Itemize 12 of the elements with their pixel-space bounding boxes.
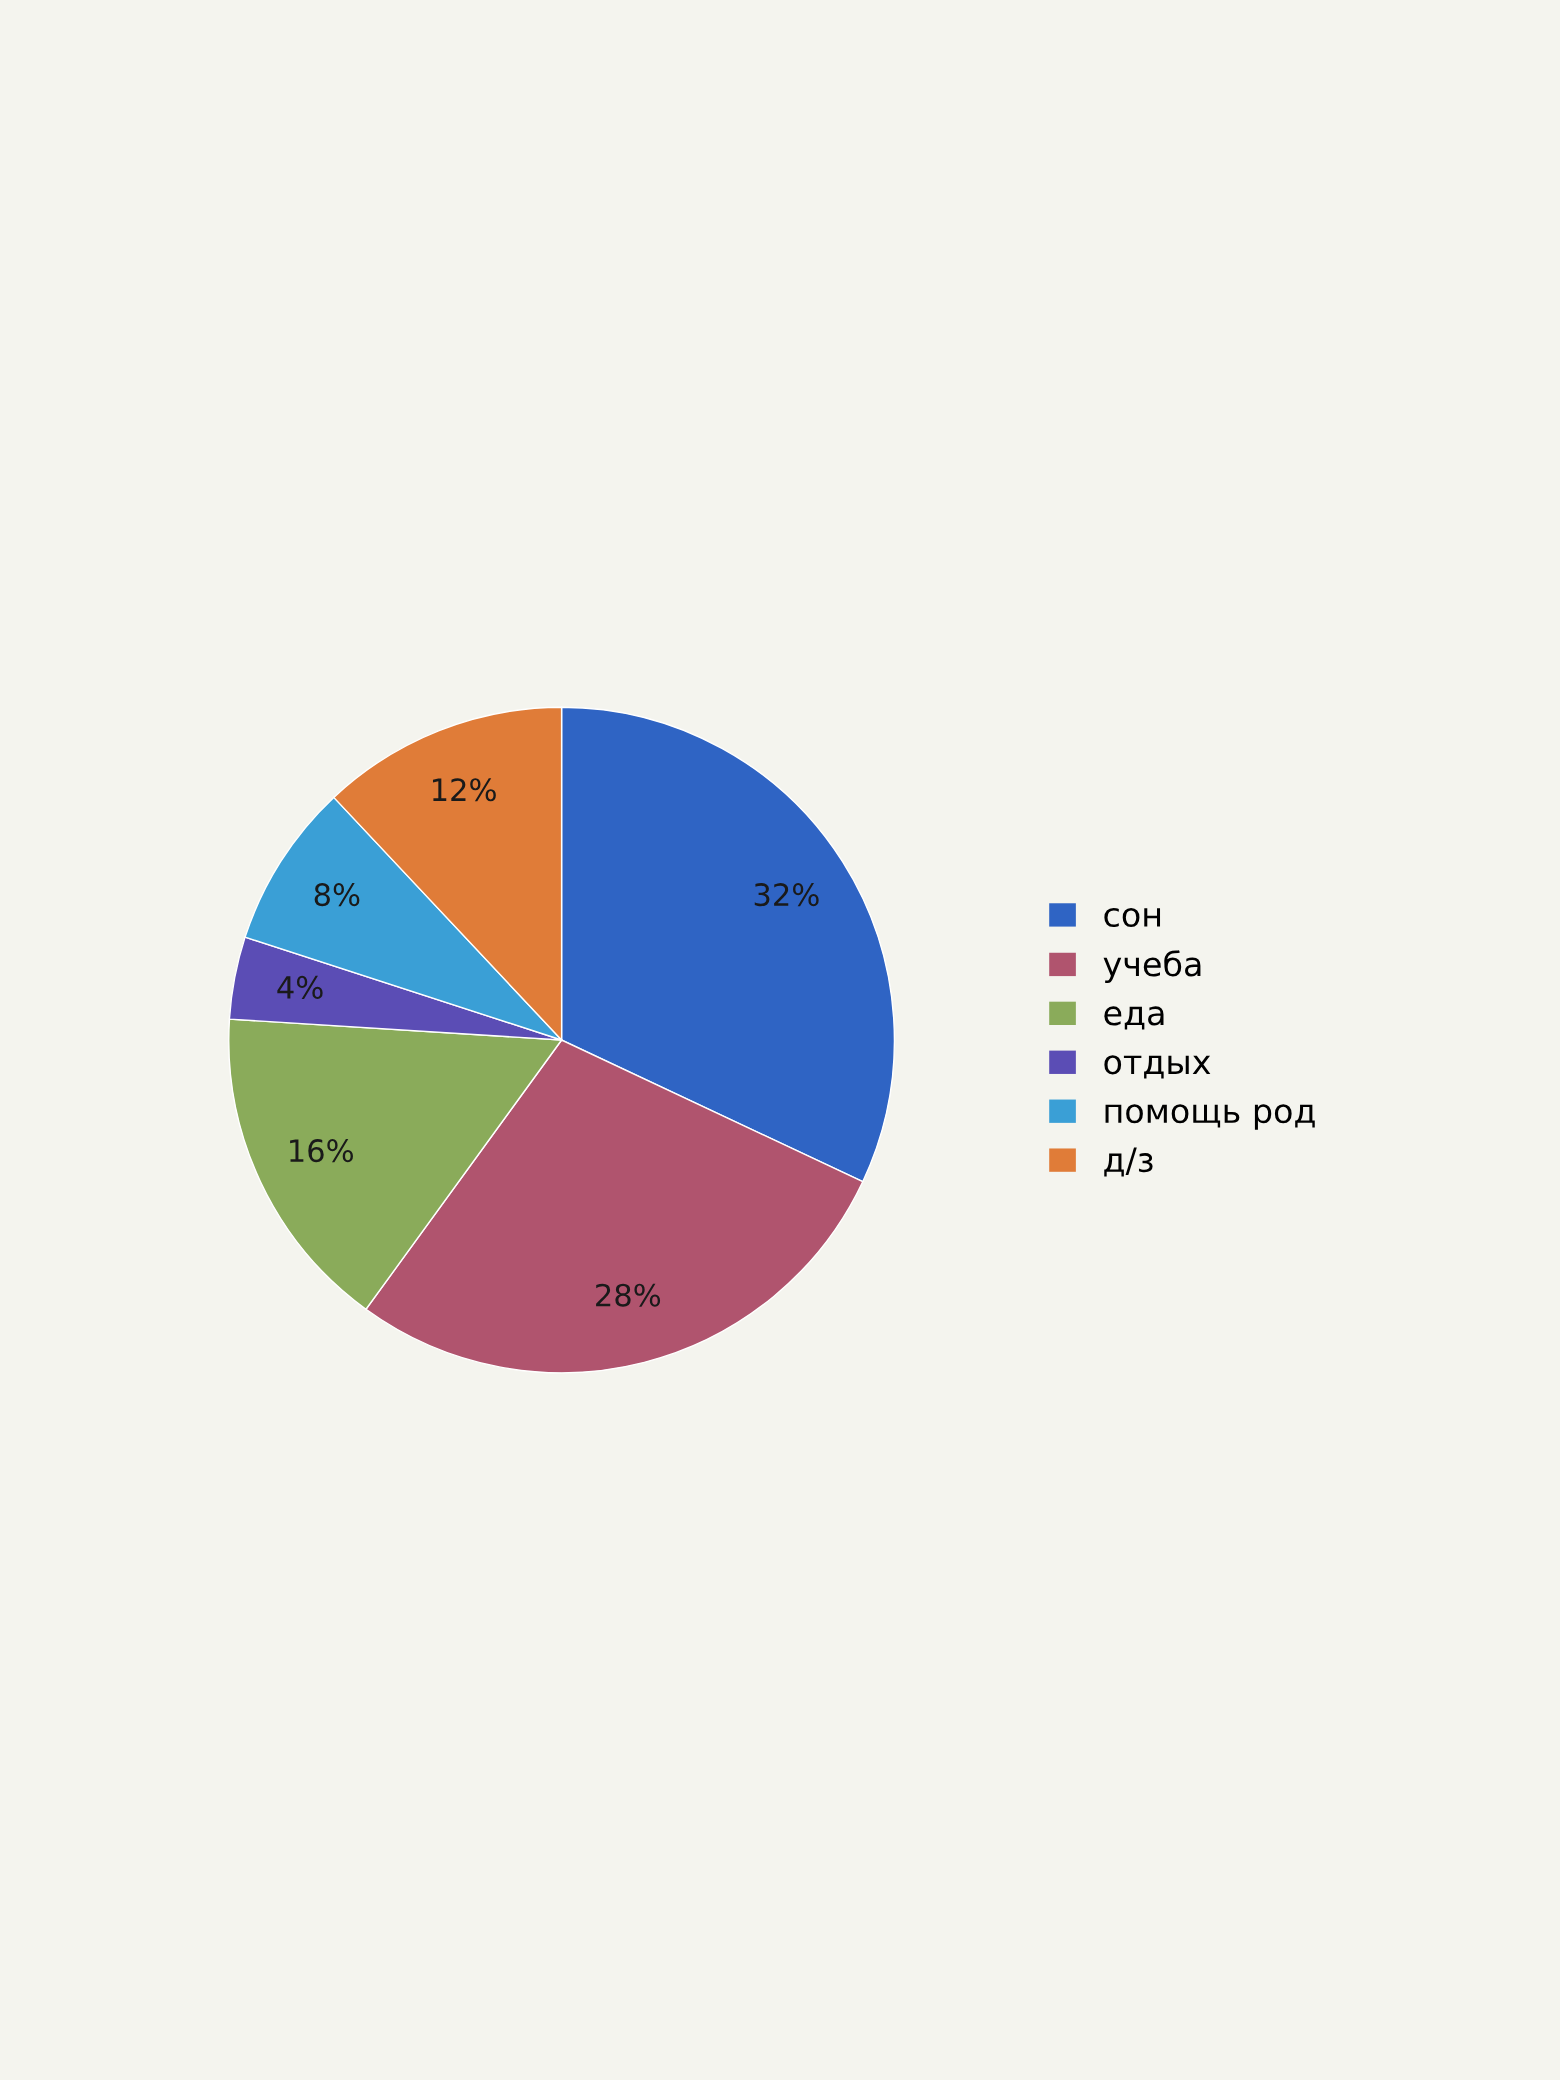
data-label: 28% (596, 1283, 661, 1307)
legend-label: учеба (1103, 950, 1201, 984)
data-label: 12% (432, 778, 496, 802)
data-label: 8% (314, 883, 360, 907)
legend-label: д/з (1104, 1147, 1153, 1177)
legend-label: сон (1104, 907, 1161, 928)
legend-label: еда (1104, 1006, 1164, 1030)
legend-label: отдых (1104, 1055, 1211, 1079)
legend-label: помощь род (1105, 1104, 1315, 1130)
data-label: 32% (754, 883, 819, 907)
data-label: 4% (277, 975, 323, 999)
data-label: 16% (290, 1139, 353, 1163)
